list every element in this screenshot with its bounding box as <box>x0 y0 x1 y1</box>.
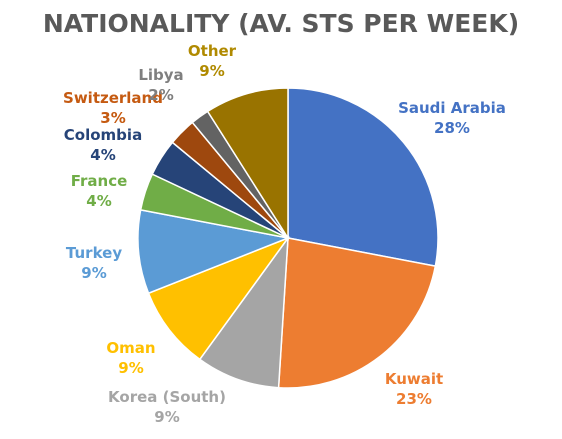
slice-label-oman: Oman <box>106 339 155 357</box>
slice-label-france: France <box>71 172 128 190</box>
slice-value-libya: 2% <box>148 86 173 104</box>
slice-label-turkey: Turkey <box>66 244 122 262</box>
pie-slice-oman <box>147 236 291 361</box>
slice-labels: Saudi Arabia 28% Kuwait 23% Korea (South) 9% O… <box>63 42 506 426</box>
slice-value-colombia: 4% <box>90 146 115 164</box>
slice-label-other: Other <box>188 42 237 60</box>
slice-value-turkey: 9% <box>81 264 106 282</box>
pie-slice-kuwait <box>277 237 437 389</box>
slice-value-other: 9% <box>199 62 224 80</box>
slice-value-france: 4% <box>86 192 111 210</box>
pie-slice-turkey <box>137 209 291 295</box>
slice-label-kuwait: Kuwait <box>385 370 443 388</box>
slice-label-libya: Libya <box>138 66 183 84</box>
slice-value-saudi-arabia: 28% <box>434 119 470 137</box>
pie-slice-korea-south <box>198 235 289 389</box>
slice-label-korea-south: Korea (South) <box>108 388 226 406</box>
pie-slices <box>137 87 439 389</box>
slice-value-korea-south: 9% <box>154 408 179 426</box>
pie-slice-other <box>206 87 289 241</box>
slice-label-colombia: Colombia <box>64 126 142 144</box>
slice-value-kuwait: 23% <box>396 390 432 408</box>
slice-value-oman: 9% <box>118 359 143 377</box>
pie-slice-saudi-arabia <box>287 87 439 267</box>
chart-title: NATIONALITY (AV. STS PER WEEK) <box>43 9 519 38</box>
slice-value-switzerland: 3% <box>100 109 125 127</box>
slice-label-switzerland: Switzerland <box>63 89 163 107</box>
slice-label-saudi-arabia: Saudi Arabia <box>398 99 506 117</box>
